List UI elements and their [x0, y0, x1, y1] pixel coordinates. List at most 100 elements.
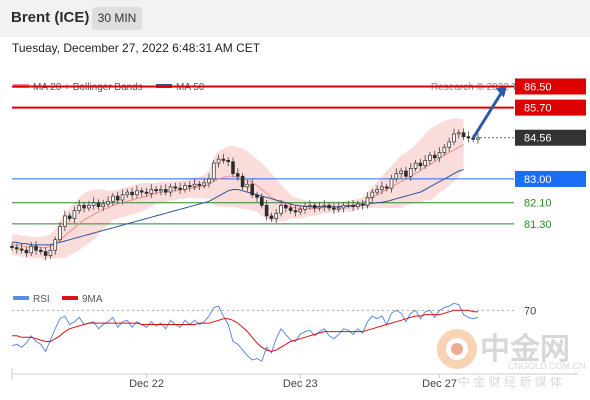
candle [82, 204, 86, 209]
level-label-85.70: 85.70 [524, 103, 552, 115]
candle [216, 158, 221, 164]
candle [53, 239, 58, 251]
candle [34, 245, 38, 251]
projection-arrow-head [495, 86, 507, 98]
candle [298, 208, 303, 213]
candle [231, 161, 235, 174]
candle [336, 207, 341, 210]
rsi-legend-label: RSI [33, 294, 50, 305]
level-tag-85.70 [515, 99, 586, 116]
candle [317, 206, 322, 209]
rsi-legend-swatch [13, 296, 29, 300]
candle [63, 215, 67, 227]
candle [245, 183, 250, 188]
watermark: 中金网 CNGOLD.COM.CN 中 金 财 经 新 媒 体 [437, 329, 586, 389]
candle [274, 212, 279, 219]
candle [135, 190, 139, 196]
candle [250, 183, 254, 196]
candle [418, 162, 423, 167]
candle [15, 247, 19, 250]
candle [375, 189, 379, 193]
candle [24, 249, 29, 254]
candle [159, 189, 163, 192]
candle [130, 191, 134, 196]
timeframe-badge[interactable]: 30 MIN [92, 7, 142, 30]
candle [43, 251, 48, 256]
x-tick-label: Dec 27 [422, 378, 457, 390]
candle [380, 186, 384, 190]
candle [408, 168, 413, 177]
candle [356, 203, 360, 208]
rsi-tick-label: 70 [524, 305, 536, 317]
level-label-86.50: 86.50 [524, 81, 552, 93]
candle [461, 132, 466, 138]
price-chart: MA 20 + Bollinger Bands MA 50 Research ©… [10, 78, 586, 390]
candle [293, 210, 298, 213]
candle [240, 175, 245, 188]
timestamp: Tuesday, December 27, 2022 6:48:31 AM CE… [12, 41, 261, 55]
candle [399, 170, 403, 174]
candle [115, 195, 120, 201]
candle [413, 162, 418, 169]
candle [154, 189, 158, 192]
candle [312, 204, 317, 209]
candle [346, 204, 351, 207]
candle [77, 204, 82, 211]
candle [178, 187, 182, 190]
level-label-81.30: 81.30 [524, 219, 552, 231]
candle [91, 202, 96, 206]
candle [423, 160, 427, 167]
candle [221, 158, 226, 161]
candle [149, 189, 154, 194]
candle [192, 183, 197, 188]
candle [207, 178, 211, 184]
instrument-title: Brent (ICE) [11, 9, 90, 26]
candle [10, 245, 14, 248]
candle [144, 191, 149, 194]
candle [58, 226, 62, 241]
candle [96, 202, 101, 208]
candle [260, 197, 264, 206]
main-panel: 86.50 85.70 84.56 83.00 82.10 81.30 [10, 78, 586, 261]
candle [476, 137, 480, 140]
candle [394, 173, 399, 180]
candle [187, 185, 192, 188]
candle [173, 186, 178, 189]
candle [236, 173, 240, 177]
rsi-panel: 70 Dec 22 Dec 23 Dec 27 [11, 302, 578, 390]
candle [360, 203, 365, 206]
ma50-line [12, 169, 464, 246]
candle [428, 154, 432, 161]
candle [279, 204, 283, 214]
watermark-url: CNGOLD.COM.CN [508, 361, 586, 371]
candle [341, 204, 346, 209]
candle [168, 186, 173, 193]
candle [29, 245, 34, 254]
level-label-83.00: 83.00 [524, 174, 552, 186]
level-label-82.10: 82.10 [524, 198, 552, 210]
level-tag-84.56 [515, 129, 586, 146]
level-label-84.56: 84.56 [524, 133, 552, 145]
watermark-logo-dot-icon [451, 343, 463, 355]
ma9-legend-label: 9MA [82, 294, 103, 305]
watermark-name: 中金网 [480, 332, 570, 366]
candle [370, 191, 375, 198]
candles [10, 128, 480, 261]
candle [365, 197, 370, 206]
candle [48, 249, 53, 256]
candle [442, 146, 447, 153]
candle [437, 152, 442, 159]
candle [183, 185, 187, 190]
candle [466, 136, 471, 139]
projection-arrow [471, 89, 505, 139]
candle [139, 190, 144, 193]
candle [255, 194, 259, 198]
candle [447, 141, 451, 148]
candle [456, 132, 461, 135]
candle [39, 249, 43, 252]
candle [322, 204, 327, 208]
candle [72, 210, 77, 219]
candle [351, 204, 355, 208]
level-tag-86.50 [515, 78, 586, 95]
